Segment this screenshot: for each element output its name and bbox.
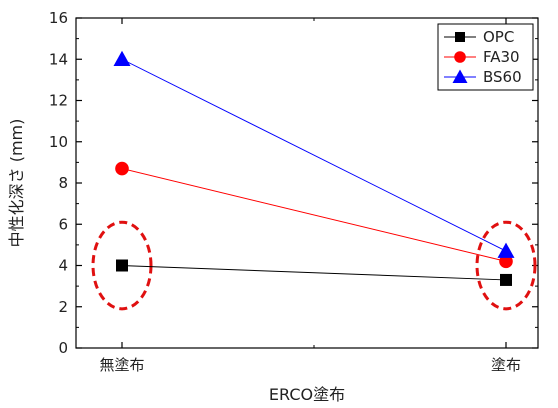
data-point <box>500 273 512 286</box>
data-point <box>116 259 128 272</box>
y-axis: 0 2 4 6 8 10 12 14 16 <box>49 9 538 357</box>
legend-marker <box>452 69 468 83</box>
series-bs60 <box>113 50 515 258</box>
y-tick-label: 2 <box>58 298 68 316</box>
data-point <box>113 50 131 67</box>
legend: OPC FA30 BS60 <box>437 23 534 91</box>
data-point <box>115 161 129 176</box>
y-tick-label: 6 <box>58 215 68 233</box>
y-tick-label: 14 <box>49 50 68 68</box>
x-axis-title: ERCO塗布 <box>269 385 345 404</box>
x-tick-label: 塗布 <box>491 356 521 374</box>
dashed-ellipse-annotation <box>91 220 153 311</box>
y-tick-label: 4 <box>58 257 68 275</box>
x-axis: 無塗布 塗布 <box>99 18 521 374</box>
series-group <box>113 50 515 286</box>
series-line <box>121 58 507 252</box>
legend-item-opc: OPC <box>444 28 514 46</box>
legend-label: FA30 <box>483 48 520 66</box>
series-fa30 <box>115 161 513 269</box>
legend-item-fa30: FA30 <box>444 48 520 66</box>
y-tick-label: 12 <box>49 92 68 110</box>
y-axis-title: 中性化深さ (mm) <box>7 119 26 248</box>
y-tick-label: 0 <box>58 339 68 357</box>
y-tick-label: 8 <box>58 174 68 192</box>
dashed-ellipse-annotation <box>475 220 537 311</box>
series-opc <box>116 259 512 286</box>
legend-item-bs60: BS60 <box>444 68 522 86</box>
legend-marker <box>455 32 465 42</box>
y-tick-label: 16 <box>49 9 68 27</box>
legend-marker <box>454 51 466 63</box>
series-line <box>121 265 507 281</box>
data-point <box>499 254 513 269</box>
data-point <box>497 242 515 258</box>
series-line <box>121 168 507 262</box>
legend-label: OPC <box>483 28 514 46</box>
y-tick-label: 10 <box>49 133 68 151</box>
x-tick-label: 無塗布 <box>99 356 144 374</box>
legend-label: BS60 <box>483 68 522 86</box>
annotations <box>91 220 537 311</box>
